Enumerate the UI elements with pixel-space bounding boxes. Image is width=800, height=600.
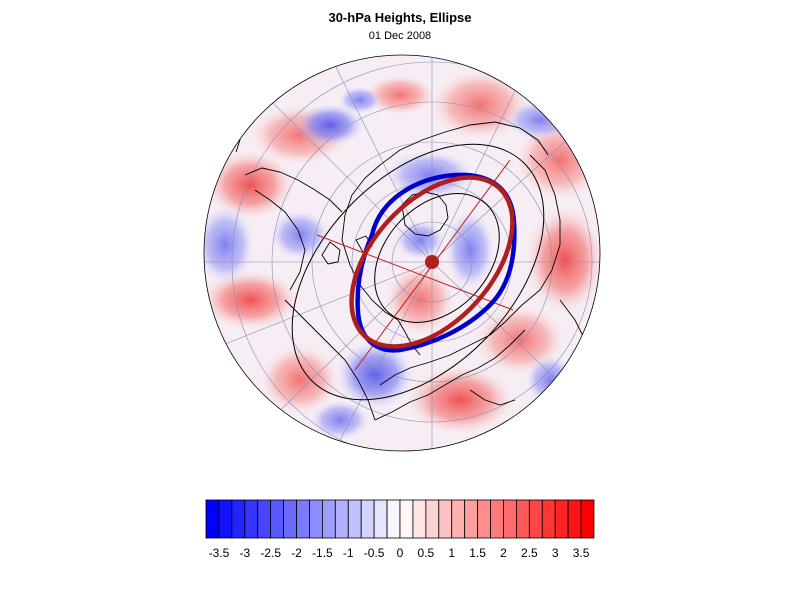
chart-title: 30-hPa Heights, Ellipse <box>328 10 472 25</box>
colorbar-box <box>347 499 362 539</box>
colorbar-box <box>541 499 556 539</box>
colorbar-tick-label: -3 <box>239 546 250 560</box>
colorbar-box <box>464 499 479 539</box>
colorbar-tick-label: 3.5 <box>573 546 590 560</box>
colorbar-tick-label: -2 <box>291 546 302 560</box>
colorbar-tick-label: 1.5 <box>469 546 486 560</box>
colorbar-box <box>373 499 388 539</box>
colorbar-tick-label: 0.5 <box>418 546 435 560</box>
colorbar-box <box>451 499 466 539</box>
colorbar-box <box>218 499 233 539</box>
colorbar-box <box>554 499 569 539</box>
colorbar-tick-label: -0.5 <box>364 546 385 560</box>
colorbar-tick-label: -2.5 <box>260 546 281 560</box>
colorbar-box <box>244 499 259 539</box>
colorbar-box <box>503 499 517 539</box>
anomaly-field <box>204 55 600 451</box>
chart-date: 01 Dec 2008 <box>368 30 432 42</box>
colorbar-box <box>270 499 285 539</box>
colorbar-box <box>321 499 336 539</box>
colorbar-labels: -3.5 -3 -2.5 -2 -1.5 -1 -0.5 0 0.5 1 1.5 2 2.5 3 3.5 <box>209 546 590 560</box>
colorbar-box <box>399 499 414 539</box>
colorbar-box <box>309 499 323 539</box>
colorbar-box <box>386 499 401 539</box>
height-contours <box>291 143 545 401</box>
colorbar-box <box>296 499 310 539</box>
colorbar-box <box>516 499 530 539</box>
colorbar-box <box>283 499 297 539</box>
colorbar-tick-label: 1 <box>448 546 455 560</box>
colorbar-box <box>231 499 246 539</box>
globe-outline <box>203 54 601 452</box>
colorbar-box <box>205 499 220 539</box>
colorbar-box <box>360 499 375 539</box>
colorbar-box <box>425 499 440 539</box>
colorbar-tick-label: 0 <box>397 546 404 560</box>
colorbar-box <box>412 499 427 539</box>
colorbar-box <box>567 499 582 539</box>
colorbar-tick-label: 2 <box>500 546 507 560</box>
fitted-ellipse <box>349 175 515 349</box>
observed-contour <box>355 172 517 353</box>
colorbar-boxes <box>205 499 595 539</box>
colorbar-box <box>477 499 491 539</box>
colorbar-box <box>580 499 595 539</box>
colorbar-box <box>257 499 272 539</box>
colorbar-tick-label: 2.5 <box>521 546 538 560</box>
colorbar-tick-label: 3 <box>552 546 559 560</box>
colorbar-box <box>490 499 504 539</box>
colorbar-box <box>334 499 349 539</box>
colorbar-box <box>438 499 453 539</box>
colorbar-tick-label: -1.5 <box>312 546 333 560</box>
colorbar-box <box>528 499 543 539</box>
colorbar-tick-label: -1 <box>343 546 354 560</box>
ellipse-center-marker <box>425 255 439 269</box>
colorbar-tick-label: -3.5 <box>209 546 230 560</box>
